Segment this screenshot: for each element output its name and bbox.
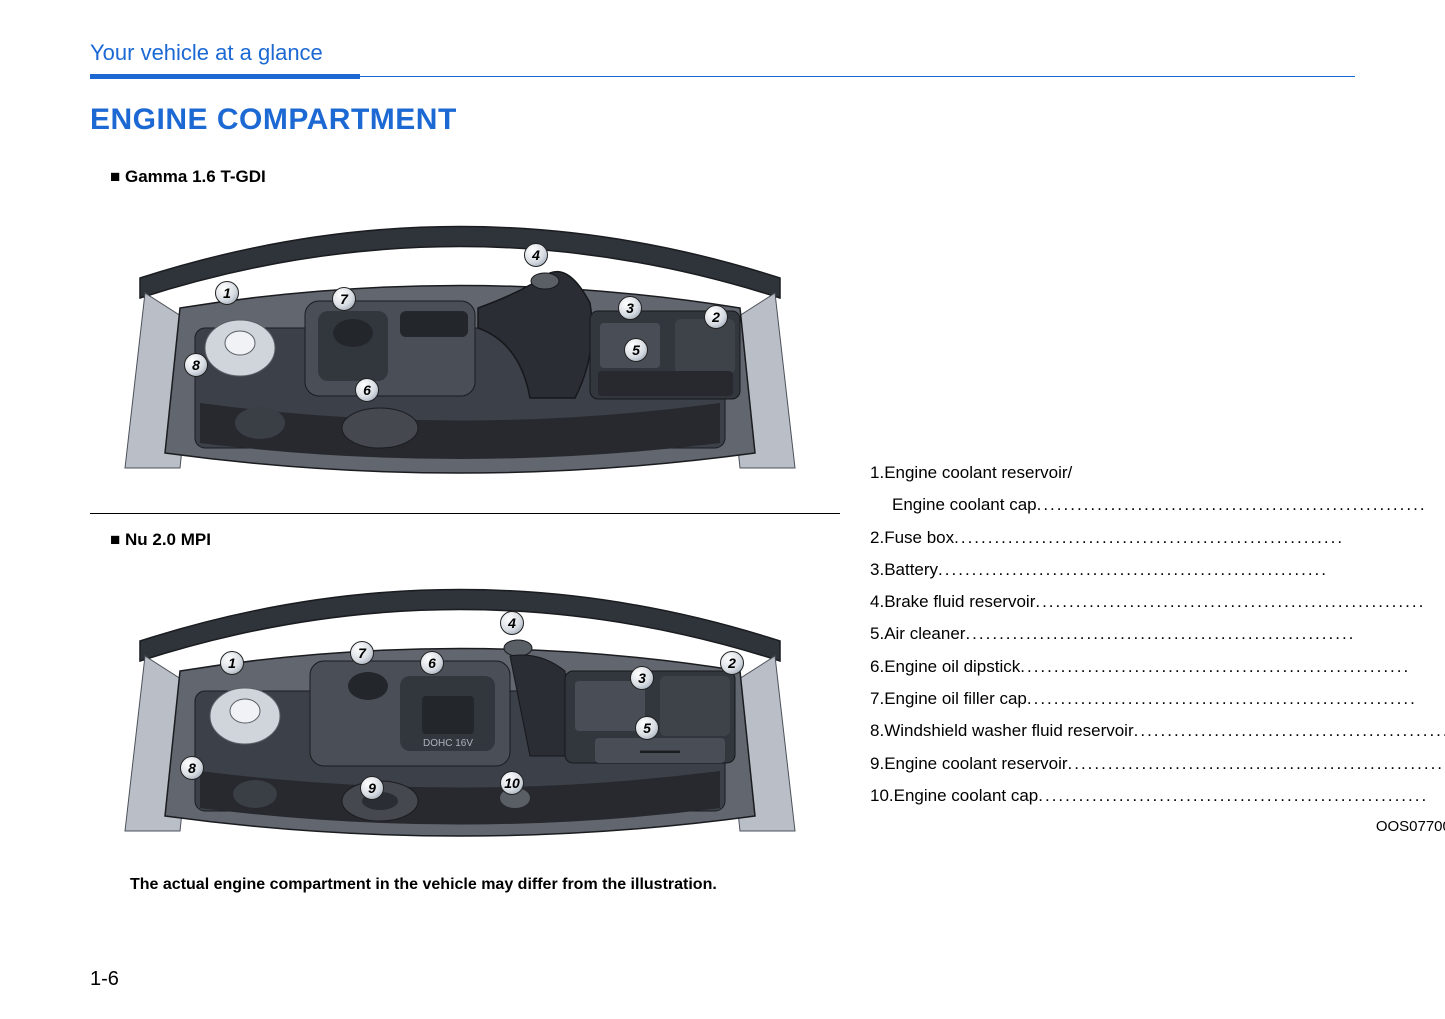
reference-item: 4. Brake fluid reservoir 7-27 — [870, 586, 1445, 618]
callout-7: 7 — [350, 641, 374, 665]
reference-item: 7. Engine oil filler cap 7-22 — [870, 683, 1445, 715]
reference-item: 10. Engine coolant cap 7-23 — [870, 780, 1445, 812]
callout-8: 8 — [184, 353, 208, 377]
header-rule — [90, 74, 1355, 79]
callout-1: 1 — [220, 651, 244, 675]
callout-7: 7 — [332, 287, 356, 311]
reference-item: 1. Engine coolant reservoir/ — [870, 457, 1445, 489]
callout-3: 3 — [618, 296, 642, 320]
reference-item: Engine coolant cap 7-23 — [870, 489, 1445, 521]
engine-2-label: Nu 2.0 MPI — [110, 530, 840, 550]
page-number: 1-6 — [90, 968, 119, 991]
callout-9: 9 — [360, 776, 384, 800]
reference-item: 3. Battery 7-35 — [870, 554, 1445, 586]
callout-4: 4 — [524, 243, 548, 267]
svg-text:▬▬▬▬▬: ▬▬▬▬▬ — [640, 746, 680, 755]
page-header: Your vehicle at a glance ENGINE COMPARTM… — [90, 40, 1355, 137]
reference-item: 8. Windshield washer fluid reservoir 7-2… — [870, 715, 1445, 747]
reference-list: 1. Engine coolant reservoir/Engine coola… — [870, 457, 1445, 812]
svg-text:DOHC 16V: DOHC 16V — [423, 738, 473, 749]
callout-5: 5 — [624, 338, 648, 362]
left-column: Gamma 1.6 T-GDI — [90, 167, 840, 894]
callout-2: 2 — [704, 305, 728, 329]
reference-item: 6. Engine oil dipstick 7-21 — [870, 651, 1445, 683]
engine-1-figure: 1 7 4 3 2 5 8 6 — [100, 193, 820, 493]
right-column: 1. Engine coolant reservoir/Engine coola… — [870, 167, 1445, 894]
engine-1-label: Gamma 1.6 T-GDI — [110, 167, 840, 187]
callout-6: 6 — [355, 378, 379, 402]
callout-8: 8 — [180, 756, 204, 780]
callout-1: 1 — [215, 281, 239, 305]
content-grid: Gamma 1.6 T-GDI — [90, 167, 1355, 894]
callout-4: 4 — [500, 611, 524, 635]
callout-10: 10 — [500, 771, 524, 795]
callout-6: 6 — [420, 651, 444, 675]
reference-item: 2. Fuse box 7-54 — [870, 522, 1445, 554]
image-code: OOS077001/OOS078071N — [870, 818, 1445, 835]
section-label: Your vehicle at a glance — [90, 40, 1355, 66]
callout-2: 2 — [720, 651, 744, 675]
reference-item: 9. Engine coolant reservoir 7-23 — [870, 748, 1445, 780]
reference-item: 5. Air cleaner 7-29 — [870, 618, 1445, 650]
callout-5: 5 — [635, 716, 659, 740]
page-title: ENGINE COMPARTMENT — [90, 103, 1355, 137]
engine-2-figure: DOHC 16V ▬▬▬▬▬ 1 7 6 4 3 2 5 8 9 — [100, 556, 820, 856]
footnote: The actual engine compartment in the veh… — [130, 876, 840, 894]
callout-3: 3 — [630, 666, 654, 690]
figure-divider — [90, 513, 840, 514]
